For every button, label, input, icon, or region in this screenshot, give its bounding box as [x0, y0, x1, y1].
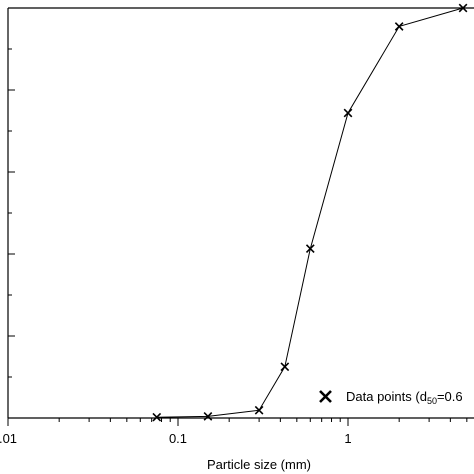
legend-label-tail: =0.6: [437, 389, 463, 404]
data-point: [305, 244, 315, 254]
legend-marker-x-icon: [319, 390, 332, 403]
plot-frame: [7, 7, 474, 419]
x-axis-ticks: [7, 418, 468, 426]
data-point: [152, 412, 162, 422]
legend-label: Data points (d50=0.6: [346, 389, 463, 406]
data-point: [394, 22, 404, 31]
x-tick-labels: .01 0.1 1: [0, 431, 352, 446]
data-point: [458, 3, 468, 13]
x-tick-label: .01: [0, 431, 17, 446]
x-axis-title: Particle size (mm): [207, 457, 311, 472]
legend: Data points (d50=0.6: [319, 389, 463, 406]
data-point: [203, 411, 213, 421]
data-point: [343, 108, 353, 118]
data-point: [280, 362, 290, 372]
data-point: [254, 405, 264, 415]
legend-label-main: Data points (d: [346, 389, 427, 404]
legend-label-subscript: 50: [427, 396, 437, 406]
series-line: [156, 7, 464, 418]
x-tick-label: 0.1: [169, 431, 187, 446]
y-axis-ticks: [8, 7, 15, 419]
data-markers: [152, 3, 468, 422]
x-tick-label: 1: [344, 431, 351, 446]
